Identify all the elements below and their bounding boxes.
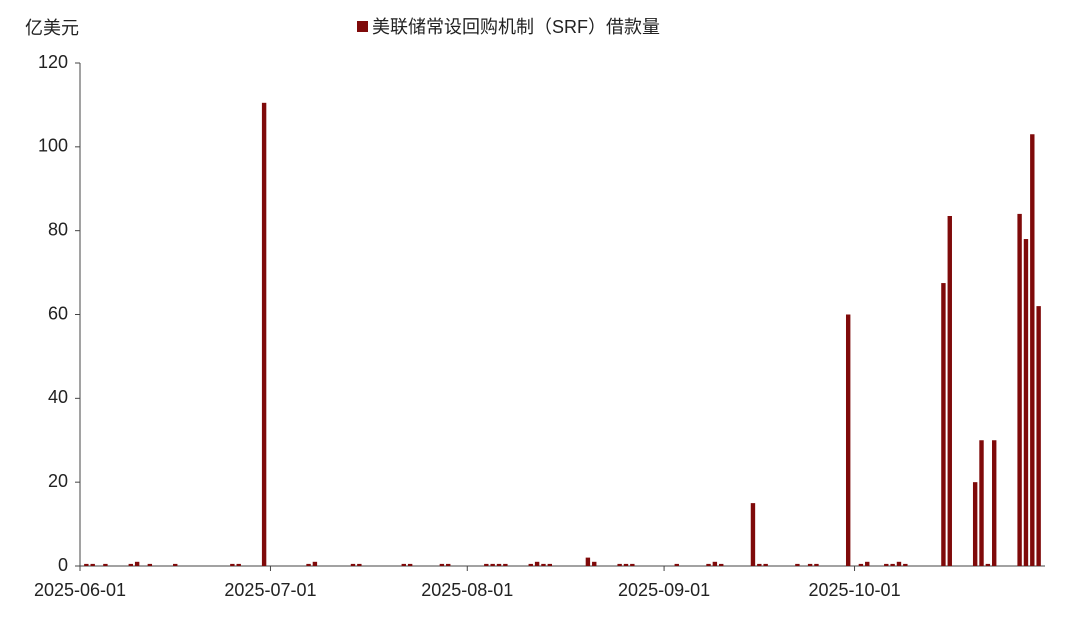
- x-tick-label: 2025-08-01: [421, 580, 513, 600]
- y-tick-label: 80: [48, 219, 68, 239]
- bar: [547, 563, 553, 566]
- bar: [763, 563, 768, 566]
- x-tick-label: 2025-06-01: [34, 580, 126, 600]
- bar: [312, 561, 318, 566]
- y-tick-label: 0: [58, 555, 68, 575]
- bar: [534, 561, 540, 566]
- bar: [407, 563, 413, 566]
- bar: [84, 563, 89, 566]
- bar: [941, 283, 946, 566]
- bar: [719, 563, 724, 566]
- bar: [1036, 306, 1041, 566]
- bar: [173, 563, 178, 566]
- bar: [1023, 239, 1029, 567]
- bar: [972, 482, 978, 566]
- bar: [230, 563, 235, 566]
- bar: [585, 557, 591, 566]
- bar: [592, 561, 597, 566]
- bar: [795, 563, 800, 566]
- x-tick-label: 2025-07-01: [224, 580, 316, 600]
- bar: [357, 563, 362, 566]
- x-tick-label: 2025-10-01: [809, 580, 901, 600]
- bar: [128, 563, 133, 566]
- bar: [623, 563, 629, 566]
- bar: [858, 563, 864, 566]
- bar: [236, 563, 241, 566]
- bar: [992, 440, 997, 566]
- bar: [134, 561, 140, 566]
- x-tick-label: 2025-09-01: [618, 580, 710, 600]
- bar: [947, 215, 952, 566]
- bar: [503, 563, 508, 566]
- bar: [890, 563, 895, 566]
- bar: [985, 563, 991, 566]
- y-tick-label: 100: [38, 136, 68, 156]
- bar: [261, 102, 267, 566]
- bar: [306, 563, 311, 566]
- bar: [750, 503, 756, 566]
- bar: [446, 563, 451, 566]
- y-tick-label: 120: [38, 52, 68, 72]
- bar: [90, 563, 95, 566]
- bar: [814, 563, 819, 566]
- y-tick-label: 40: [48, 387, 68, 407]
- bar: [528, 563, 533, 566]
- bar: [712, 561, 718, 566]
- bar: [674, 563, 679, 566]
- bar: [807, 563, 813, 566]
- bar: [865, 561, 870, 566]
- bar: [496, 563, 502, 566]
- bar: [350, 563, 356, 566]
- bar: [903, 563, 908, 566]
- bar: [884, 563, 889, 566]
- y-tick-label: 60: [48, 303, 68, 323]
- y-axis-label: 亿美元: [25, 18, 79, 38]
- legend-swatch: [357, 21, 368, 32]
- bar: [1030, 134, 1035, 566]
- bar: [979, 440, 984, 566]
- bar: [706, 563, 711, 566]
- bar: [490, 563, 495, 566]
- bar: [401, 563, 406, 566]
- bar: [845, 314, 851, 566]
- bar: [1017, 213, 1022, 566]
- bar: [103, 563, 108, 566]
- bar: [147, 563, 153, 566]
- legend-label: 美联储常设回购机制（SRF）借款量: [372, 17, 660, 37]
- y-tick-label: 20: [48, 471, 68, 491]
- bar: [757, 563, 762, 566]
- bar: [617, 563, 622, 566]
- bar: [896, 561, 902, 566]
- bar: [630, 563, 635, 566]
- bar: [484, 563, 489, 566]
- bar: [439, 563, 445, 566]
- bar: [541, 563, 546, 566]
